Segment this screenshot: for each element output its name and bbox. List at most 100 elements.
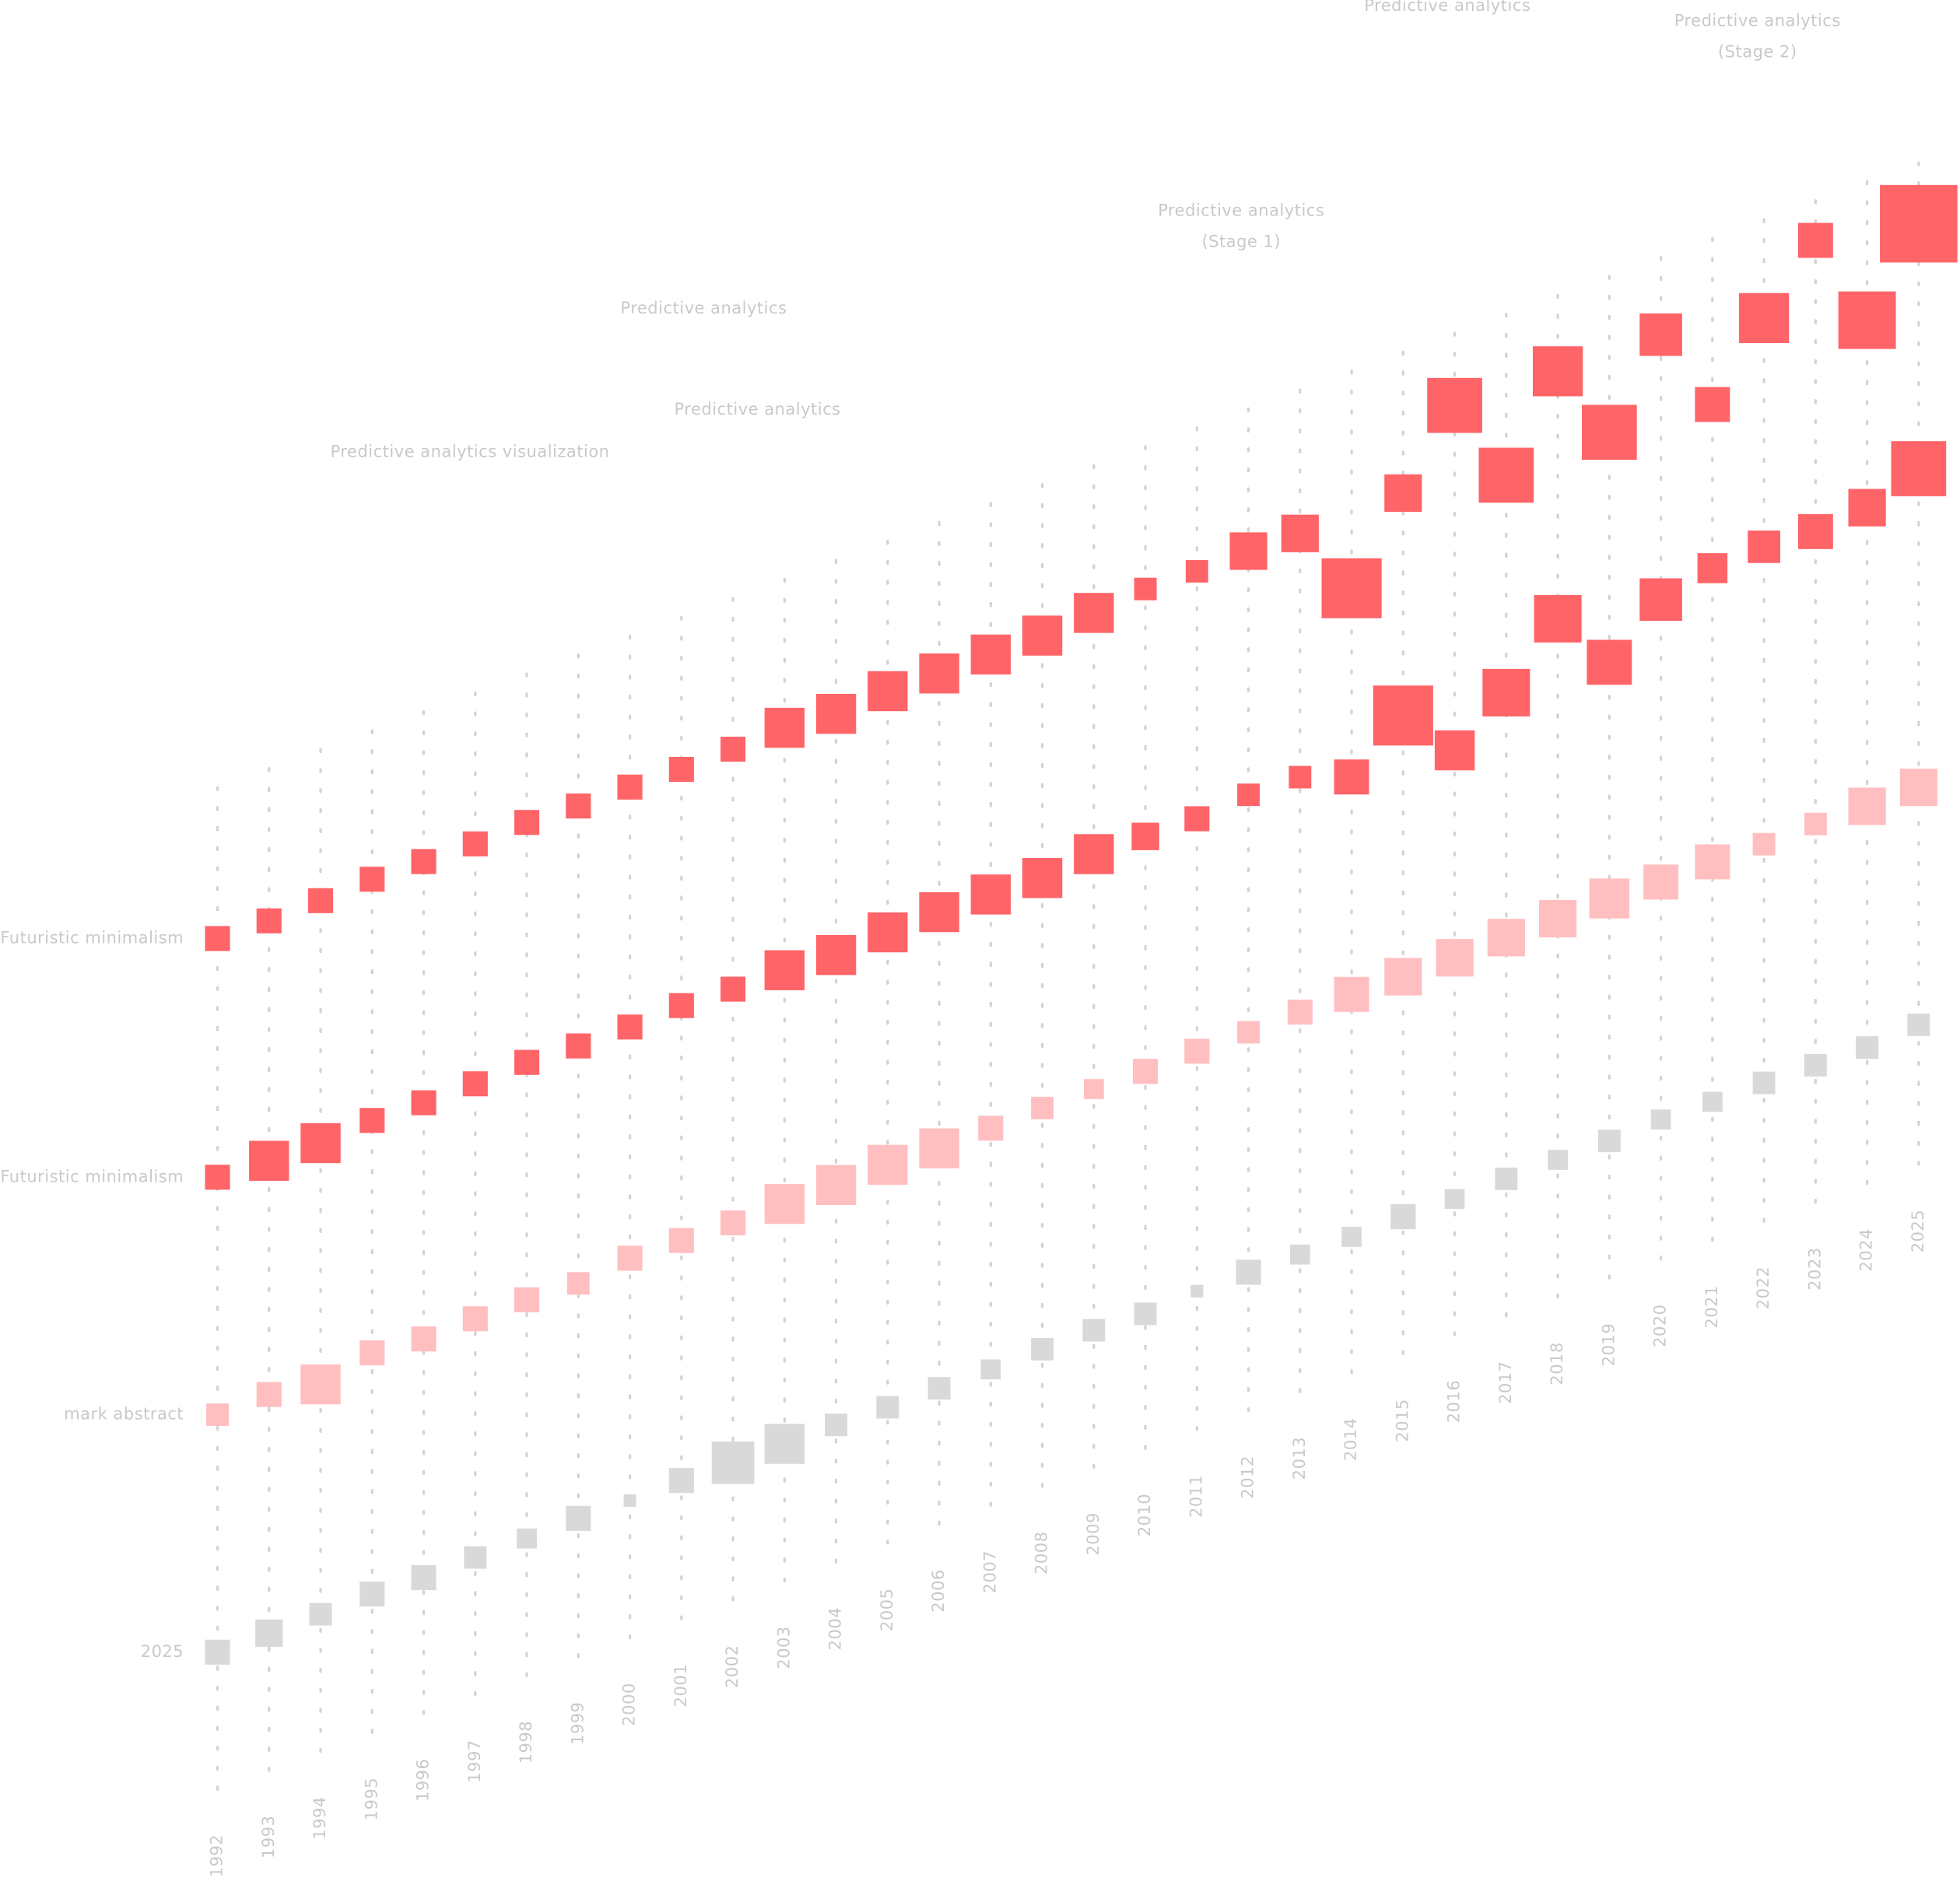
square-marker <box>1848 489 1886 527</box>
square-marker <box>1022 615 1063 656</box>
square-marker <box>1384 958 1422 996</box>
square-marker <box>1184 806 1210 832</box>
square-marker <box>1597 1130 1621 1153</box>
series-label: 2025 <box>141 1642 184 1661</box>
square-marker <box>1478 447 1534 503</box>
square-marker <box>514 1049 540 1075</box>
square-marker <box>514 810 540 835</box>
square-marker <box>1650 1109 1671 1130</box>
square-marker <box>1031 1096 1054 1119</box>
square-marker <box>720 737 746 762</box>
series-label: Futuristic minimalism <box>0 928 184 947</box>
square-marker <box>1134 1302 1157 1326</box>
x-tick-label: 2015 <box>1393 1399 1411 1441</box>
square-marker <box>1495 1167 1518 1190</box>
square-marker <box>1334 759 1369 795</box>
square-marker <box>411 1090 437 1116</box>
square-marker <box>1752 1071 1776 1095</box>
square-marker <box>720 1210 746 1236</box>
square-marker <box>1131 822 1159 850</box>
square-marker <box>919 653 959 694</box>
x-tick-label: 2014 <box>1341 1417 1360 1460</box>
square-marker <box>1444 1189 1465 1210</box>
x-tick-label: 1994 <box>310 1796 329 1839</box>
annotation: Predictive analytics <box>1674 11 1841 30</box>
square-marker <box>1482 668 1530 716</box>
square-marker <box>978 1116 1004 1141</box>
x-tick-label: 2001 <box>671 1664 690 1707</box>
square-marker <box>1185 559 1208 583</box>
square-marker <box>720 976 746 1002</box>
square-marker <box>1748 530 1780 563</box>
square-marker <box>1856 1036 1879 1060</box>
square-marker <box>1697 553 1728 583</box>
square-marker <box>1083 1079 1104 1099</box>
square-marker <box>1229 532 1268 570</box>
x-tick-label: 2018 <box>1548 1342 1566 1385</box>
x-tick-label: 1997 <box>465 1739 484 1782</box>
square-marker <box>1436 939 1474 977</box>
series-label: Futuristic minimalism <box>0 1167 184 1186</box>
square-marker <box>1838 291 1896 349</box>
x-tick-label: 2005 <box>878 1589 896 1631</box>
square-marker <box>868 671 908 712</box>
square-marker <box>927 1377 951 1400</box>
x-tick-label: 2019 <box>1599 1323 1618 1366</box>
series-label: mark abstract <box>64 1405 184 1424</box>
square-marker <box>617 1014 643 1040</box>
square-marker <box>566 1033 591 1059</box>
square-marker <box>255 1619 283 1648</box>
x-tick-label: 2022 <box>1754 1266 1772 1309</box>
x-tick-label: 2021 <box>1702 1285 1721 1328</box>
square-marker <box>668 756 694 783</box>
square-marker <box>1589 878 1630 919</box>
annotation: Predictive analytics visualization <box>331 443 610 461</box>
square-marker <box>1321 558 1382 618</box>
square-marker <box>1334 976 1369 1012</box>
square-marker <box>1738 292 1790 343</box>
square-marker <box>1434 730 1475 771</box>
annotation: (Stage 1) <box>1201 233 1281 251</box>
square-marker <box>1702 1091 1723 1112</box>
annotation: (Stage 2) <box>1718 42 1797 61</box>
square-marker <box>668 1468 694 1494</box>
square-marker <box>566 1505 591 1531</box>
square-marker <box>1695 387 1730 422</box>
square-marker <box>411 849 437 874</box>
square-marker <box>1427 377 1482 433</box>
square-marker <box>1190 1284 1204 1298</box>
square-marker <box>825 1413 848 1437</box>
x-tick-label: 1995 <box>362 1778 380 1820</box>
x-tick-label: 2024 <box>1857 1228 1876 1271</box>
square-marker <box>1133 1059 1159 1084</box>
square-marker <box>1548 1150 1568 1170</box>
x-tick-label: 2003 <box>774 1626 793 1669</box>
square-marker <box>1532 346 1583 397</box>
square-marker <box>919 891 959 933</box>
square-marker <box>815 934 857 976</box>
x-tick-label: 1993 <box>259 1816 278 1858</box>
square-marker <box>815 1165 857 1205</box>
square-marker <box>764 707 805 748</box>
square-marker <box>1074 834 1114 874</box>
x-tick-label: 2002 <box>723 1645 742 1688</box>
square-marker <box>307 888 334 913</box>
square-marker <box>1373 685 1433 746</box>
square-marker <box>462 1071 488 1097</box>
square-marker <box>205 1165 230 1190</box>
annotation: Predictive analytics <box>675 400 841 419</box>
series <box>205 1013 1930 1665</box>
square-marker <box>868 912 908 953</box>
square-marker <box>566 1272 590 1295</box>
square-marker <box>1236 1259 1261 1285</box>
square-marker <box>1022 858 1063 898</box>
square-marker <box>970 634 1012 675</box>
annotation: Predictive analytics <box>1364 0 1530 15</box>
square-marker <box>1804 1053 1827 1077</box>
square-marker <box>970 874 1012 915</box>
square-marker <box>1487 919 1525 957</box>
square-marker <box>1891 441 1947 496</box>
x-tick-label: 1999 <box>568 1702 587 1745</box>
square-marker <box>256 908 282 933</box>
